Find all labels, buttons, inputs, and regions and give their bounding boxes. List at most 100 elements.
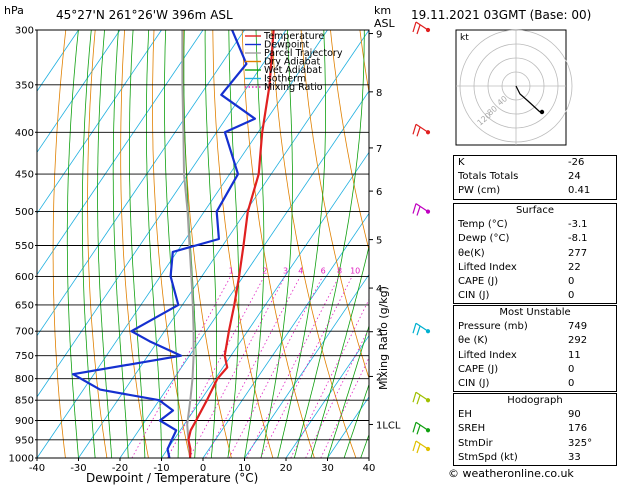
hodograph-stat-label: EH [458, 409, 472, 421]
dry-adiabat-line [330, 30, 369, 252]
temp-tick-label: -20 [112, 463, 128, 474]
surface-row: Dewp (°C) -8.1 [454, 232, 616, 246]
mixing-ratio-label: 20 [393, 266, 403, 275]
temperature-profile [187, 30, 275, 458]
isotherm-line [37, 30, 204, 276]
wind-barb-feather [412, 203, 417, 214]
temp-tick-label: -40 [29, 463, 45, 474]
surface-value: 277 [568, 247, 588, 259]
pressure-tick-label: 700 [15, 327, 34, 338]
isotherm-line [119, 90, 369, 458]
wind-barb-staff [415, 322, 429, 332]
isotherm-line [37, 30, 245, 337]
most-unstable-table: Most Unstable Pressure (mb) 749 θe (K) 292 L… [453, 305, 617, 393]
skewt-grid: 1 2 3 4 6 8 10 16 20 25 [37, 30, 403, 458]
km-tick-label: 5 [376, 236, 382, 247]
wind-barb-staff [415, 391, 429, 401]
wind-barb-feather [416, 395, 421, 405]
storm-motion-marker [539, 109, 545, 115]
wind-barb-feather [416, 206, 421, 216]
pressure-tick-label: 600 [15, 272, 34, 283]
x-axis-label: Dewpoint / Temperature (°C) [86, 471, 259, 485]
mixing-ratio-line [246, 276, 340, 458]
most-unstable-value: 749 [568, 321, 588, 333]
datetime-title: 19.11.2021 03GMT (Base: 00) [411, 8, 592, 22]
most-unstable-label: CIN (J) [458, 377, 490, 389]
wind-barb-feather [416, 127, 421, 137]
dry-adiabat-line [300, 30, 369, 380]
mixing-ratio-label: 3 [283, 266, 288, 275]
wind-barb-feather [416, 443, 421, 454]
hodograph-stat-value: 325° [568, 437, 593, 449]
surface-row: θe(K) 277 [454, 247, 616, 261]
surface-value: -3.1 [568, 219, 588, 231]
pressure-tick-label: 650 [15, 300, 34, 311]
mixing-ratio-label: 16 [379, 266, 389, 275]
wind-barb [412, 203, 431, 216]
temp-tick-label: 30 [321, 463, 334, 474]
wind-barb [412, 421, 431, 435]
wind-barb [412, 123, 431, 137]
wet-adiabat-line [343, 383, 369, 458]
wet-adiabat-line [277, 30, 326, 458]
wind-barb-dot [425, 446, 431, 452]
surface-row: CIN (J) 0 [454, 289, 616, 303]
pressure-tick-label: 800 [15, 374, 34, 385]
pressure-tick-label: 450 [15, 170, 34, 181]
wet-adiabat-line [244, 30, 265, 458]
legend-entry-label: Mixing Ratio [264, 82, 323, 93]
wind-barb-feather [416, 326, 421, 336]
index-value: 24 [568, 171, 581, 183]
temp-tick-label: 10 [238, 463, 251, 474]
mixing-ratio-label: 10 [350, 266, 360, 275]
wind-barb-staff [415, 203, 429, 213]
wet-adiabat-line [327, 324, 369, 458]
wind-barb-dot [425, 27, 431, 33]
wind-barb [412, 21, 431, 35]
hodograph-stat-row: SREH 176 [454, 422, 616, 436]
index-row: PW (cm) 0.41 [454, 184, 616, 198]
mixing-ratio-axis-label: Mixing Ratio (g/kg) [377, 286, 390, 390]
wet-adiabat-line [129, 30, 146, 458]
hodograph-stat-label: StmDir [458, 437, 493, 449]
index-value: 0.41 [568, 185, 591, 197]
index-row: Totals Totals 24 [454, 170, 616, 184]
wind-barb-staff [415, 440, 429, 450]
legend-entry-label: Wet Adiabat [264, 65, 322, 76]
wind-barb-feather [416, 425, 421, 435]
pressure-tick-label: 400 [15, 128, 34, 139]
surface-label: CIN (J) [458, 290, 490, 302]
km-tick-label: 3 [376, 328, 382, 339]
pressure-tick-label: 850 [15, 396, 34, 407]
isotherm-line [202, 212, 369, 458]
mixing-ratio-label: 4 [298, 266, 303, 275]
isotherm-line [37, 30, 162, 215]
wind-barb-dot [425, 428, 431, 433]
most-unstable-row: Pressure (mb) 749 [454, 320, 616, 334]
isotherm-line [244, 273, 369, 458]
wind-barb-staff [415, 421, 429, 431]
km-tick-label: 4 [376, 284, 382, 295]
isotherm-line [285, 335, 369, 458]
mixing-ratio-label: 1 [229, 266, 234, 275]
most-unstable-value: 0 [568, 377, 575, 389]
isotherm-line [78, 30, 369, 458]
wind-barb-feather [412, 422, 417, 433]
hodograph-stat-value: 33 [568, 451, 581, 463]
mixing-ratio-line [228, 276, 323, 458]
credit-text: © weatheronline.co.uk [448, 467, 574, 480]
surface-label: Dewp (°C) [458, 233, 510, 245]
mixing-ratio-label: 6 [321, 266, 326, 275]
isotherm-line [37, 30, 328, 458]
most-unstable-row: CAPE (J) 0 [454, 363, 616, 377]
surface-value: -8.1 [568, 233, 588, 245]
most-unstable-label: θe (K) [458, 335, 488, 347]
dry-adiabat-line [87, 30, 108, 458]
surface-row: Temp (°C) -3.1 [454, 218, 616, 232]
surface-rows: Temp (°C) -3.1 Dewp (°C) -8.1 θe(K) 277 Lifted… [454, 218, 616, 303]
hodograph-stats-table: Hodograph EH 90 SREH 176 StmDir 325° StmSpd (k… [453, 393, 617, 466]
mixing-ratio-label: 2 [262, 266, 267, 275]
